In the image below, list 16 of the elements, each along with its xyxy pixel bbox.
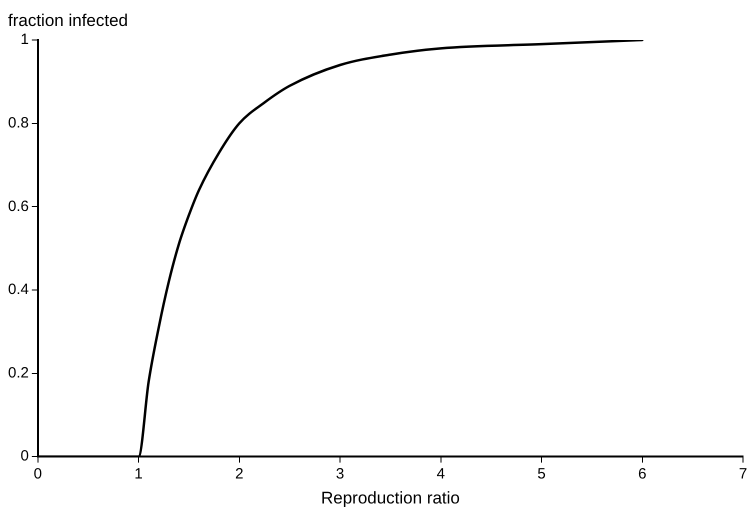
x-tick-label: 2 (235, 466, 244, 483)
x-tick-label: 5 (537, 466, 546, 483)
x-tick-label: 7 (738, 466, 748, 483)
y-tick-label: 1 (20, 31, 29, 48)
x-tick-label: 6 (638, 466, 646, 483)
x-axis-title: Reproduction ratio (320, 488, 460, 508)
x-tick-label: 3 (336, 466, 344, 483)
y-tick-label: 0 (20, 448, 29, 465)
y-tick-label: 0.8 (8, 114, 29, 132)
x-tick-label: 0 (34, 466, 42, 483)
y-tick-label: 0.4 (8, 281, 29, 298)
x-tick-label: 4 (436, 466, 445, 483)
y-axis-title: fraction infected (8, 11, 128, 30)
y-tick-label: 0.6 (8, 198, 29, 215)
x-tick-label: 1 (134, 466, 143, 483)
y-tick-label: 0.2 (8, 364, 29, 382)
